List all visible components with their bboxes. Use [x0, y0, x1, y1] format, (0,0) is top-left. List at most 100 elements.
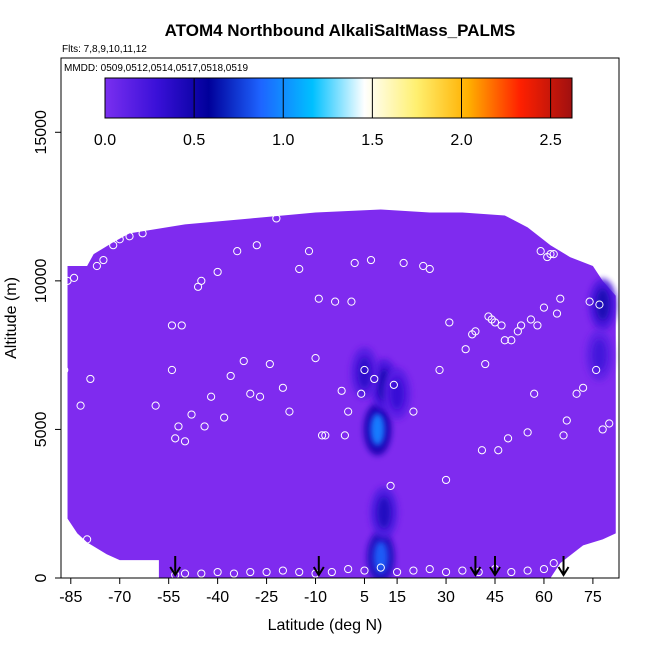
sample-point [461, 345, 470, 354]
hotspot-core [592, 339, 607, 372]
hotspot-core [357, 356, 372, 389]
sample-point [252, 241, 261, 250]
sample-point [441, 475, 451, 485]
sample-point [83, 535, 92, 544]
sample-point [595, 300, 604, 309]
sample-point [523, 428, 532, 437]
sample-point [425, 264, 434, 274]
sample-point [255, 392, 265, 401]
sample-point [109, 241, 118, 250]
sample-point [526, 315, 535, 324]
sample-point [549, 559, 558, 568]
hotspot-layer [350, 278, 617, 578]
sample-point [344, 564, 353, 574]
sample-point [481, 359, 490, 369]
sample-point [549, 250, 558, 259]
colorbar-tick-label: 2.0 [450, 132, 472, 149]
sample-point [200, 422, 209, 431]
sample-point [239, 356, 248, 366]
x-tick-label: -85 [59, 589, 82, 606]
chart-title: ATOM4 Northbound AlkaliSaltMass_PALMS [165, 21, 516, 40]
data-coverage-region [67, 209, 616, 578]
sample-point [539, 303, 549, 312]
sample-point [340, 431, 349, 440]
sample-point [360, 365, 369, 375]
sample-point [272, 214, 281, 223]
sample-point [63, 276, 72, 285]
sample-point [605, 567, 614, 577]
sample-point [246, 567, 255, 577]
sample-point [425, 564, 434, 574]
x-axis-label: Latitude (deg N) [268, 617, 383, 634]
sample-point [370, 374, 379, 384]
flight-arrow [312, 556, 325, 577]
sample-point [435, 365, 444, 375]
sample-point [213, 567, 222, 577]
x-tick-label: -70 [108, 589, 131, 606]
sample-point [539, 564, 549, 574]
sample-point [99, 255, 108, 265]
sample-point [265, 359, 274, 369]
x-tick-label: 5 [360, 589, 369, 606]
x-tick-label: 15 [388, 589, 406, 606]
sample-point [497, 321, 506, 330]
sample-point [500, 336, 509, 345]
sample-point [180, 569, 190, 578]
flight-arrow [169, 556, 182, 577]
x-tick-label: -55 [157, 589, 180, 606]
sample-point [572, 567, 581, 577]
sample-point [562, 416, 571, 425]
sample-point [262, 567, 271, 577]
sample-point [399, 258, 408, 268]
sample-points [61, 214, 614, 578]
sample-point [458, 566, 467, 575]
sample-point [76, 401, 85, 410]
plot-frame [60, 57, 620, 579]
x-tick-label: -25 [255, 589, 278, 606]
sample-point [344, 407, 353, 416]
colorbar-gradient [104, 77, 573, 119]
sample-point [533, 321, 542, 330]
sample-point [357, 389, 366, 398]
hotspot-core [377, 496, 392, 529]
sample-point [180, 437, 190, 446]
sample-point [331, 297, 340, 306]
sample-point [471, 327, 480, 336]
y-tick-label: 15000 [33, 110, 50, 155]
sample-point [317, 431, 327, 440]
sample-point [125, 232, 134, 241]
x-tick-label: -10 [304, 589, 327, 606]
sample-point [572, 389, 581, 398]
colorbar-tick-label: 2.5 [539, 132, 561, 149]
sample-point [61, 365, 69, 375]
sample-point [477, 446, 487, 455]
sample-point [490, 318, 500, 327]
sample-point [419, 261, 428, 271]
y-tick-label: 10000 [33, 259, 50, 304]
sample-point [494, 446, 503, 455]
sample-point [321, 431, 330, 440]
dates-label: MMDD: 0509,0512,0514,0517,0518,0519 [64, 63, 248, 74]
sample-point [592, 365, 601, 375]
sample-point [69, 273, 79, 282]
sample-point [507, 567, 516, 577]
x-axis: -85 -70 -55 -40 -25 -10 5 15 30 45 60 75 [59, 578, 602, 606]
sample-point [115, 235, 124, 244]
hotspot-core [373, 541, 388, 574]
sample-point [393, 567, 402, 577]
sample-point [337, 386, 346, 395]
hotspot-core [370, 413, 385, 446]
x-tick-label: 45 [486, 589, 504, 606]
y-tick-label: 0 [33, 573, 50, 582]
sample-point [579, 383, 588, 392]
flight-arrow [469, 556, 482, 577]
sample-point [226, 371, 235, 381]
sample-point [278, 566, 287, 575]
sample-point [503, 434, 513, 443]
sample-point [187, 410, 196, 419]
x-tick-label: 30 [437, 589, 455, 606]
sample-point [409, 407, 418, 416]
sample-point [213, 267, 222, 277]
sample-point [585, 297, 594, 306]
colorbar: 0.0 0.5 1.0 1.5 2.0 2.5 [94, 77, 573, 149]
